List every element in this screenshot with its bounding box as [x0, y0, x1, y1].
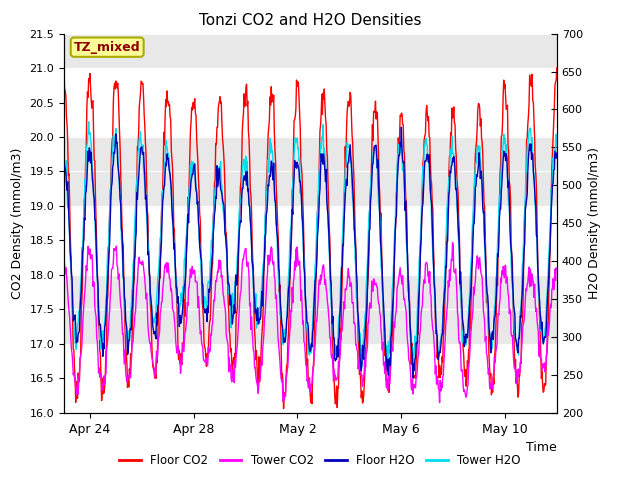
X-axis label: Time: Time	[526, 441, 557, 454]
Y-axis label: CO2 Density (mmol/m3): CO2 Density (mmol/m3)	[11, 147, 24, 299]
Text: TZ_mixed: TZ_mixed	[74, 41, 141, 54]
Bar	[64, 34, 557, 68]
Bar	[64, 275, 557, 344]
Bar	[64, 137, 557, 206]
Legend: Floor CO2, Tower CO2, Floor H2O, Tower H2O: Floor CO2, Tower CO2, Floor H2O, Tower H…	[115, 449, 525, 472]
Y-axis label: H2O Density (mmol/m3): H2O Density (mmol/m3)	[588, 147, 602, 299]
Title: Tonzi CO2 and H2O Densities: Tonzi CO2 and H2O Densities	[199, 13, 422, 28]
